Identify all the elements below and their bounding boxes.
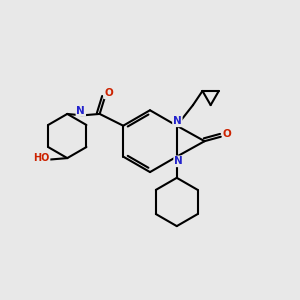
Text: O: O — [104, 88, 113, 98]
Text: N: N — [76, 106, 85, 116]
Text: HO: HO — [33, 153, 50, 164]
Text: N: N — [174, 156, 183, 166]
Text: N: N — [173, 116, 182, 126]
Text: O: O — [223, 129, 232, 140]
